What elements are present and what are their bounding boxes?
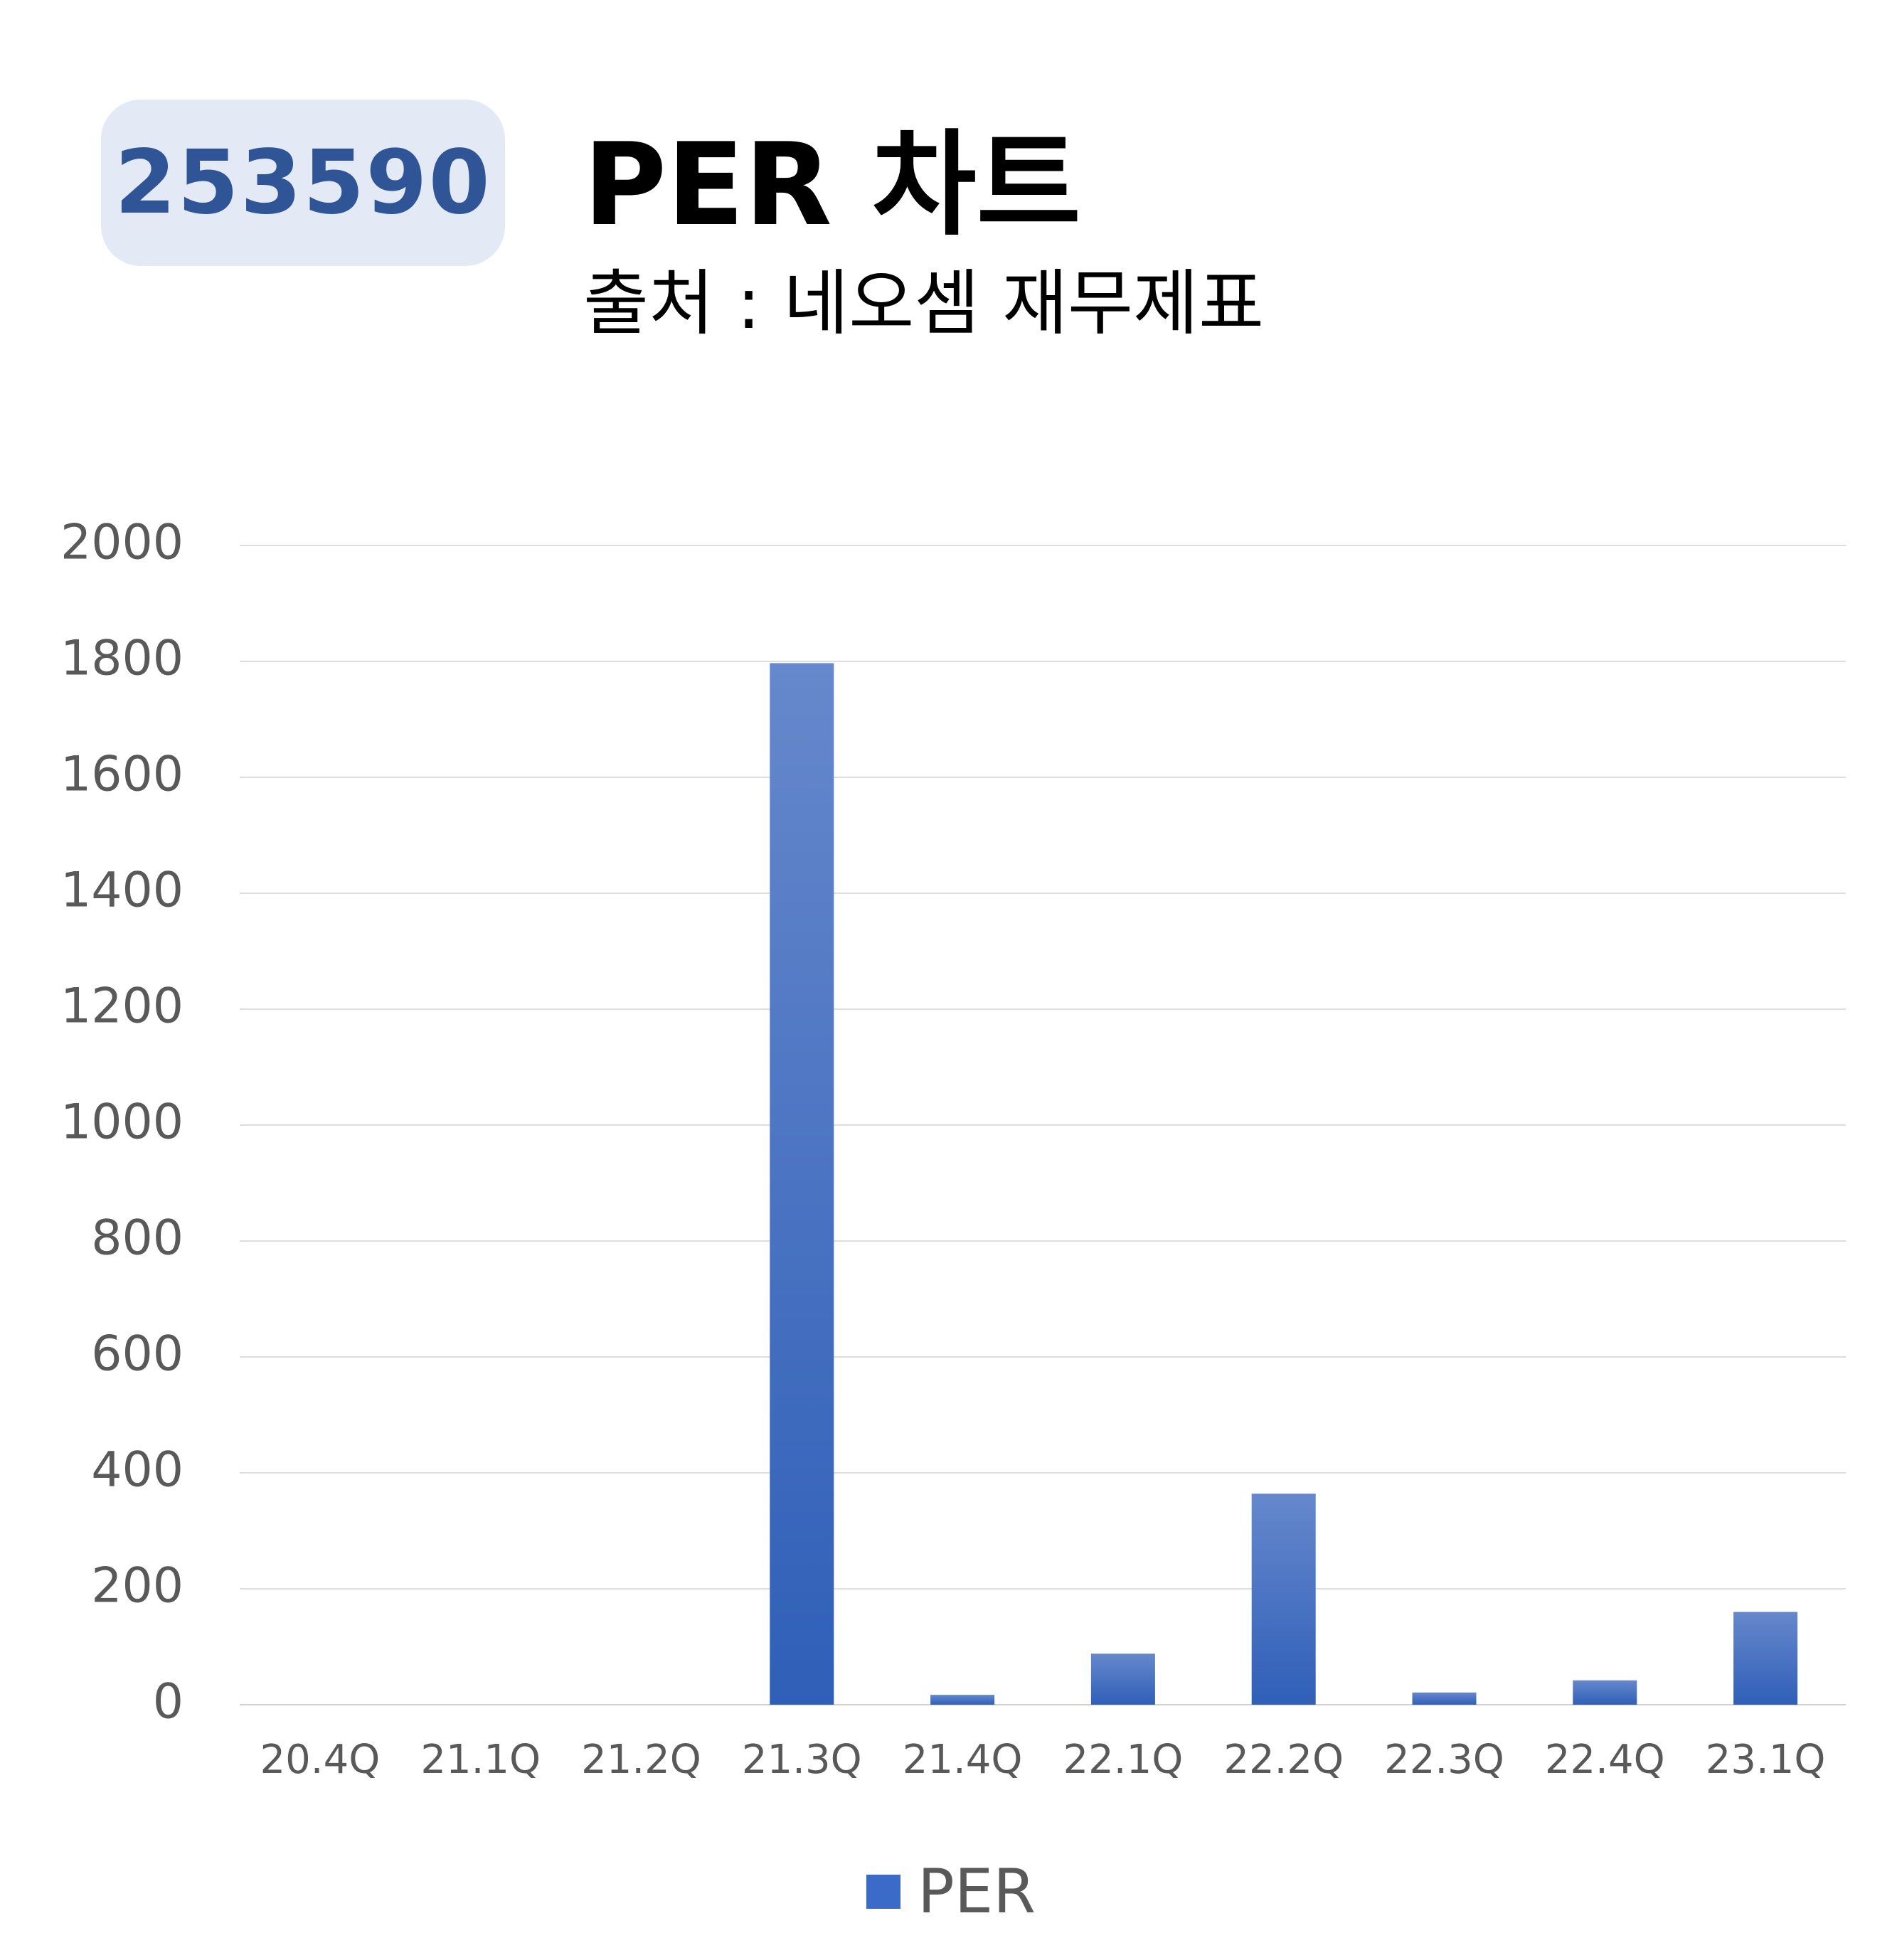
y-tick-label: 1200	[60, 979, 184, 1035]
chart-legend: PER	[866, 1856, 1036, 1927]
y-tick-label: 200	[91, 1558, 184, 1614]
y-tick-label: 1400	[60, 863, 184, 919]
x-tick-label: 22.2Q	[1223, 1737, 1344, 1783]
stock-code: 253590	[115, 132, 491, 234]
bar-21.4Q	[930, 1695, 995, 1705]
x-tick-label: 21.1Q	[420, 1737, 541, 1783]
bar-22.2Q	[1251, 1493, 1316, 1705]
x-tick-label: 20.4Q	[260, 1737, 381, 1783]
legend-swatch-per	[866, 1875, 900, 1909]
y-tick-label: 1800	[60, 631, 184, 687]
bar-23.1Q	[1733, 1612, 1798, 1705]
bar-22.1Q	[1090, 1653, 1155, 1705]
y-tick-label: 600	[91, 1326, 184, 1383]
y-tick-label: 2000	[60, 515, 184, 571]
x-tick-label: 21.4Q	[903, 1737, 1023, 1783]
y-tick-label: 400	[91, 1442, 184, 1498]
y-tick-label: 1600	[60, 747, 184, 803]
x-tick-label: 22.3Q	[1384, 1737, 1504, 1783]
y-tick-label: 0	[153, 1674, 184, 1730]
chart-title: PER 차트	[583, 118, 1081, 251]
stock-code-badge: 253590	[101, 100, 505, 266]
bar-22.3Q	[1412, 1692, 1477, 1705]
y-tick-label: 800	[91, 1210, 184, 1267]
x-tick-label: 22.1Q	[1063, 1737, 1184, 1783]
y-tick-label: 1000	[60, 1094, 184, 1151]
chart-subtitle: 출처 : 네오셈 재무제표	[583, 262, 1265, 345]
x-tick-label: 21.3Q	[742, 1737, 862, 1783]
x-tick-label: 23.1Q	[1706, 1737, 1826, 1783]
legend-label-per: PER	[918, 1856, 1036, 1927]
bar-21.3Q	[770, 663, 834, 1705]
x-tick-label: 22.4Q	[1545, 1737, 1665, 1783]
x-tick-label: 21.2Q	[581, 1737, 701, 1783]
bar-22.4Q	[1573, 1680, 1637, 1705]
